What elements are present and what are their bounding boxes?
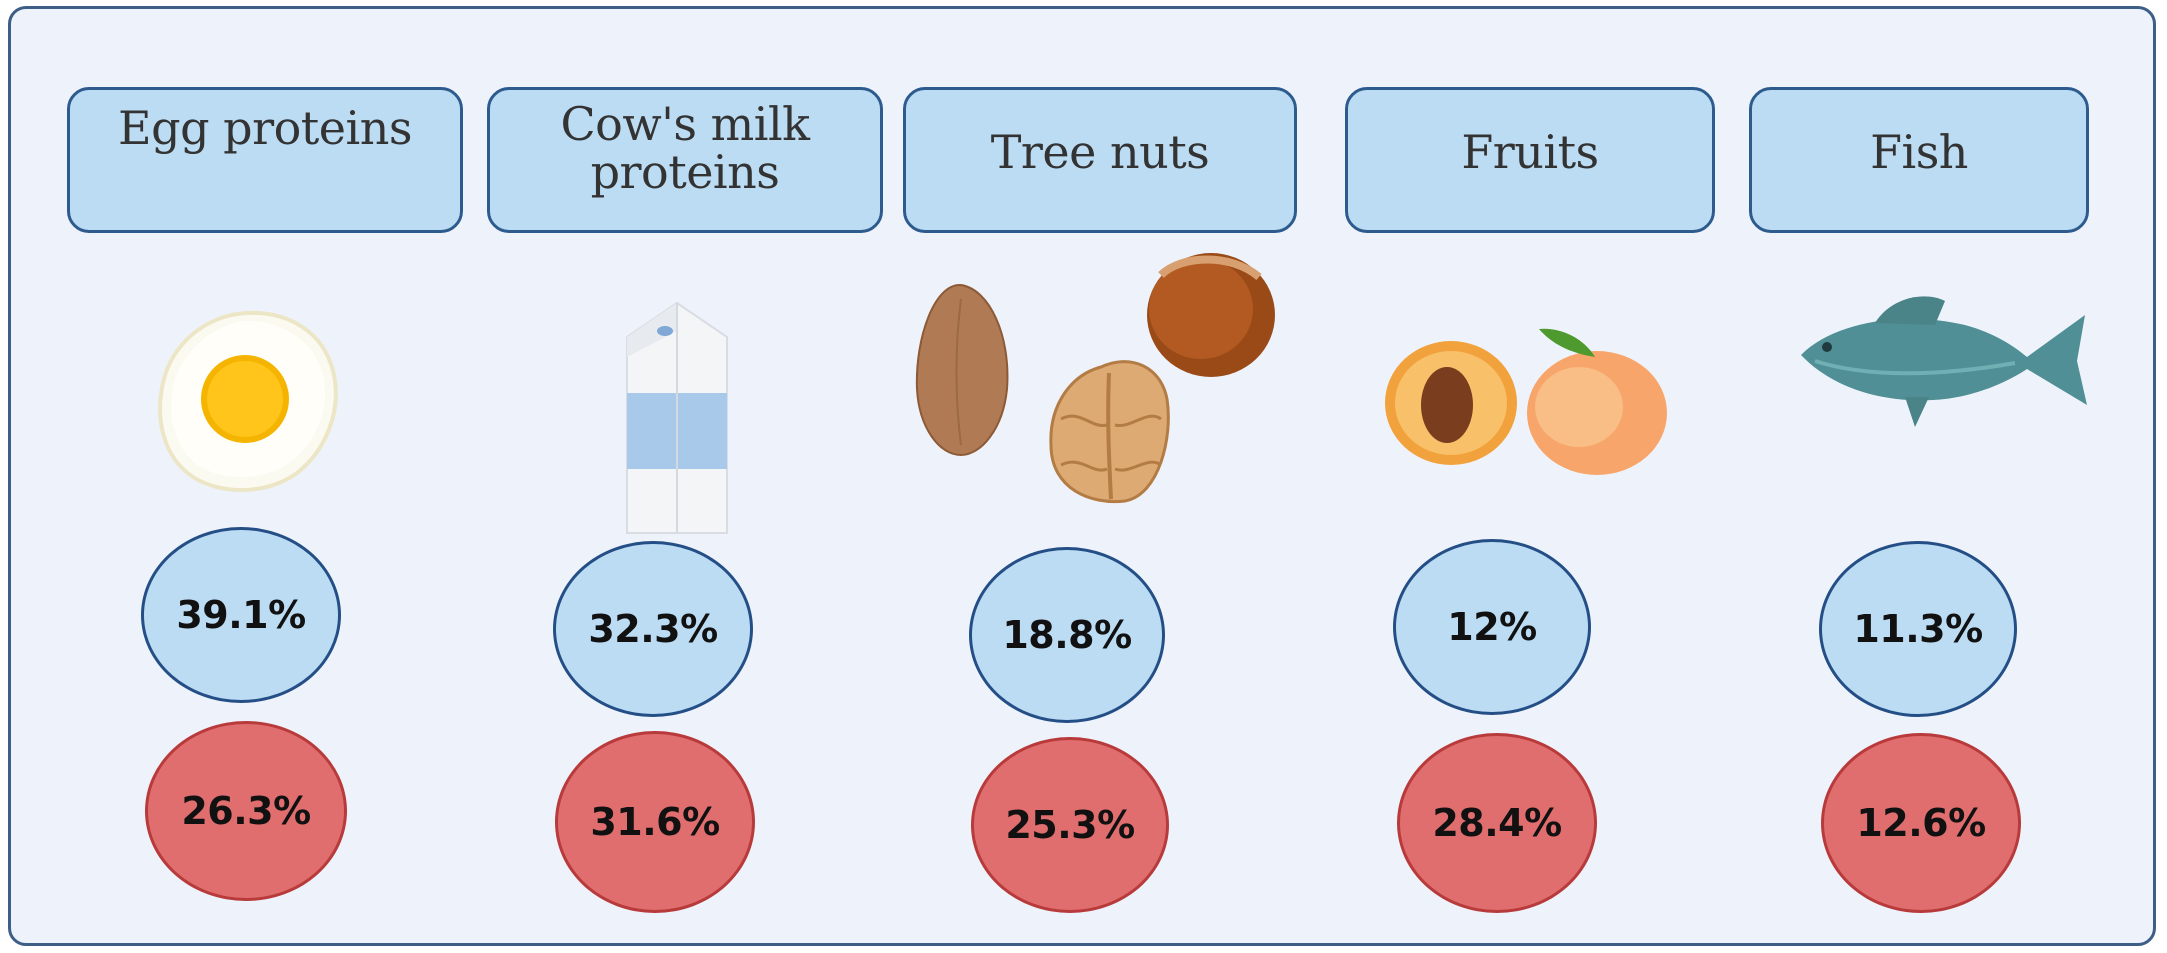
fried-egg-icon <box>158 310 338 493</box>
label-fish: Fish <box>1870 125 1968 179</box>
percentage-red-fruits: 28.4% <box>1397 733 1597 913</box>
label-box-cows-milk-proteins: Cow's milk proteins <box>487 87 883 233</box>
percentage-red-milk-value: 31.6% <box>590 800 720 844</box>
percentage-blue-fruits: 12% <box>1393 539 1591 715</box>
label-box-tree-nuts: Tree nuts <box>903 87 1297 233</box>
percentage-blue-egg: 39.1% <box>141 527 341 703</box>
label-box-egg-proteins: Egg proteins <box>67 87 463 233</box>
allergen-panel: Egg proteins 39.1% 26.3% Cow's milk prot… <box>8 6 2156 946</box>
tree-nuts-icon <box>915 253 1275 504</box>
percentage-blue-milk-value: 32.3% <box>588 607 718 651</box>
percentage-red-fruits-value: 28.4% <box>1432 801 1562 845</box>
percentage-red-tree-nuts-value: 25.3% <box>1005 803 1135 847</box>
milk-carton-icon <box>626 301 728 534</box>
label-egg-proteins: Egg proteins <box>118 101 412 155</box>
label-box-fruits: Fruits <box>1345 87 1715 233</box>
percentage-red-egg-value: 26.3% <box>181 789 311 833</box>
percentage-blue-fish-value: 11.3% <box>1853 607 1983 651</box>
percentage-red-egg: 26.3% <box>145 721 347 901</box>
percentage-blue-tree-nuts: 18.8% <box>969 547 1165 723</box>
label-tree-nuts: Tree nuts <box>990 125 1210 179</box>
percentage-blue-fruits-value: 12% <box>1447 605 1537 649</box>
percentage-red-fish: 12.6% <box>1821 733 2021 913</box>
percentage-blue-milk: 32.3% <box>553 541 753 717</box>
percentage-red-milk: 31.6% <box>555 731 755 913</box>
percentage-blue-egg-value: 39.1% <box>176 593 306 637</box>
label-fruits: Fruits <box>1461 125 1599 179</box>
percentage-red-fish-value: 12.6% <box>1856 801 1986 845</box>
label-cows-milk-proteins: Cow's milk proteins <box>560 97 810 200</box>
fish-icon <box>1801 296 2087 427</box>
percentage-blue-fish: 11.3% <box>1819 541 2017 717</box>
label-box-fish: Fish <box>1749 87 2089 233</box>
peaches-icon <box>1385 328 1667 475</box>
percentage-blue-tree-nuts-value: 18.8% <box>1002 613 1132 657</box>
percentage-red-tree-nuts: 25.3% <box>971 737 1169 913</box>
